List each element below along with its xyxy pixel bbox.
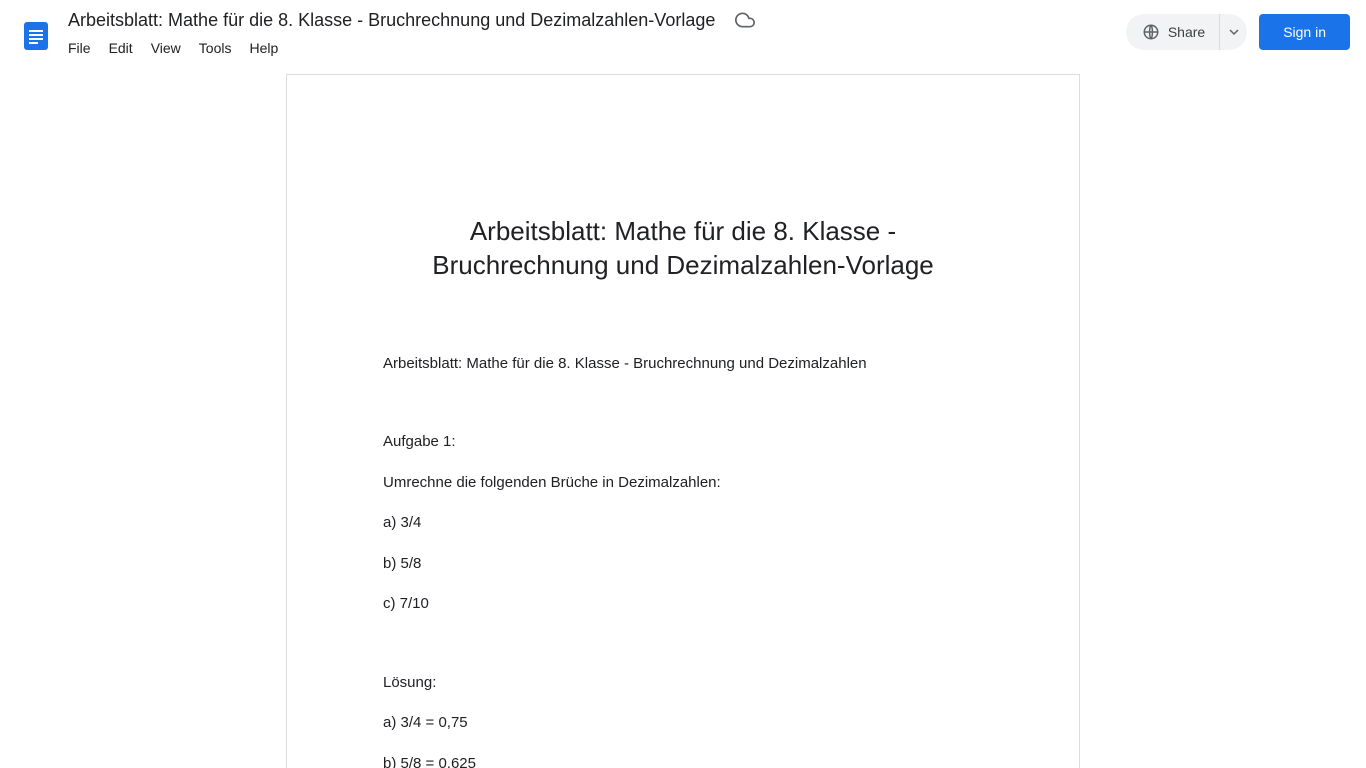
app-header: Arbeitsblatt: Mathe für die 8. Klasse - … [0, 0, 1366, 64]
body-paragraph: c) 7/10 [383, 593, 983, 616]
menu-bar: File Edit View Tools Help [64, 34, 1126, 62]
document-page[interactable]: Arbeitsblatt: Mathe für die 8. Klasse - … [286, 74, 1080, 768]
menu-tools[interactable]: Tools [191, 36, 240, 60]
page-title: Arbeitsblatt: Mathe für die 8. Klasse - … [383, 215, 983, 283]
document-canvas[interactable]: Arbeitsblatt: Mathe für die 8. Klasse - … [0, 64, 1366, 768]
menu-file[interactable]: File [60, 36, 99, 60]
document-body: Arbeitsblatt: Mathe für die 8. Klasse - … [383, 353, 983, 768]
docs-logo-icon [18, 18, 54, 54]
title-area: Arbeitsblatt: Mathe für die 8. Klasse - … [64, 8, 1126, 62]
paragraph-gap [383, 634, 983, 672]
title-row: Arbeitsblatt: Mathe für die 8. Klasse - … [64, 8, 1126, 32]
share-button[interactable]: Share [1126, 14, 1219, 50]
globe-icon [1142, 23, 1160, 41]
body-paragraph: a) 3/4 = 0,75 [383, 712, 983, 735]
body-paragraph: a) 3/4 [383, 512, 983, 535]
share-label: Share [1168, 24, 1205, 40]
body-paragraph: Lösung: [383, 672, 983, 695]
cloud-status-icon[interactable] [735, 10, 755, 30]
header-actions: Share Sign in [1126, 8, 1350, 50]
docs-logo[interactable] [16, 8, 56, 62]
chevron-down-icon [1229, 27, 1239, 37]
body-paragraph: Umrechne die folgenden Brüche in Dezimal… [383, 472, 983, 495]
share-dropdown-button[interactable] [1219, 14, 1247, 50]
menu-view[interactable]: View [143, 36, 189, 60]
paragraph-gap [383, 393, 983, 431]
document-title[interactable]: Arbeitsblatt: Mathe für die 8. Klasse - … [64, 10, 719, 31]
body-paragraph: Arbeitsblatt: Mathe für die 8. Klasse - … [383, 353, 983, 376]
share-button-group: Share [1126, 14, 1247, 50]
body-paragraph: b) 5/8 [383, 553, 983, 576]
sign-in-label: Sign in [1283, 24, 1326, 40]
menu-help[interactable]: Help [241, 36, 286, 60]
body-paragraph: b) 5/8 = 0,625 [383, 753, 983, 768]
menu-edit[interactable]: Edit [101, 36, 141, 60]
sign-in-button[interactable]: Sign in [1259, 14, 1350, 50]
body-paragraph: Aufgabe 1: [383, 431, 983, 454]
